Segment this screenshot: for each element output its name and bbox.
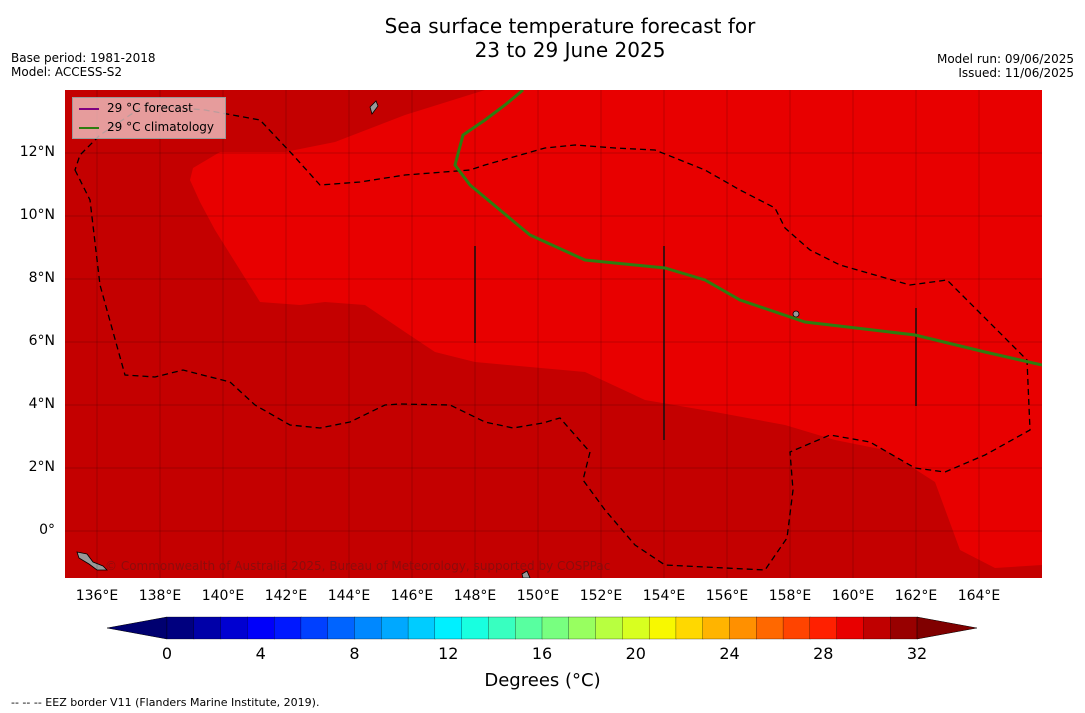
ticks-marks	[474, 246, 917, 440]
lon-label: 146°E	[390, 588, 434, 604]
model-run: Model run: 09/06/2025	[936, 52, 1074, 66]
colorbar-swatch	[541, 616, 570, 640]
colorbar-tick-label: 32	[906, 644, 928, 663]
colorbar-tick-label: 24	[719, 644, 740, 663]
colorbar-swatch	[434, 616, 463, 640]
lon-label: 144°E	[327, 588, 371, 604]
colorbar-swatch	[247, 616, 275, 640]
legend-climatology: 29 °C climatology	[79, 120, 214, 134]
colorbar-tick-label: 16	[531, 644, 553, 663]
lat-label: 0°	[39, 522, 55, 538]
colorbar-swatch	[461, 616, 490, 640]
colorbar-swatch	[809, 616, 838, 640]
copyright-text: © Commonwealth of Australia 2025, Bureau…	[105, 559, 611, 573]
lon-label: 150°E	[516, 588, 560, 604]
colorbar	[107, 616, 978, 640]
lon-label: 154°E	[642, 588, 686, 604]
colorbar-swatch	[407, 616, 436, 640]
colorbar-swatch	[273, 616, 302, 640]
colorbar-tick-label: 4	[255, 644, 266, 663]
lon-label: 158°E	[768, 588, 812, 604]
lat-label: 4°N	[28, 396, 55, 412]
land-island-south	[521, 570, 531, 578]
lon-label: 164°E	[957, 588, 1001, 604]
legend-climatology-label: 29 °C climatology	[107, 120, 215, 134]
land-island-sw	[76, 551, 108, 571]
climatology-29c-line	[453, 90, 1042, 367]
colorbar-swatch	[595, 616, 624, 640]
forecast-swatch	[79, 107, 99, 110]
base-period: Base period: 1981-2018	[11, 51, 156, 65]
colorbar-swatch	[675, 616, 704, 640]
colorbar-swatch	[327, 616, 356, 640]
colorbar-swatch	[756, 616, 784, 640]
eez-border	[74, 104, 1031, 571]
lon-label: 138°E	[138, 588, 182, 604]
colorbar-swatch	[515, 616, 543, 640]
land-island-east	[792, 310, 800, 318]
legend-forecast-label: 29 °C forecast	[107, 101, 193, 115]
colorbar-swatch	[648, 616, 677, 640]
colorbar-swatch	[300, 616, 329, 640]
map-canvas	[65, 90, 1042, 578]
colorbar-swatch	[890, 616, 918, 640]
graticule	[65, 90, 1042, 578]
lat-label: 12°N	[19, 144, 55, 160]
colorbar-tick-label: 0	[161, 644, 173, 663]
lon-label: 152°E	[579, 588, 623, 604]
colorbar-swatch	[193, 616, 222, 640]
warm-region	[190, 90, 1042, 568]
colorbar-swatch	[166, 616, 195, 640]
sst-map[interactable]	[65, 90, 1042, 578]
model-info: Base period: 1981-2018 Model: ACCESS-S2	[11, 51, 156, 79]
colorbar-swatch	[488, 616, 516, 640]
colorbar-tick-label: 8	[349, 644, 360, 663]
colorbar-swatch	[622, 616, 650, 640]
lon-label: 140°E	[201, 588, 245, 604]
colorbar-under-arrow	[107, 616, 168, 640]
colorbar-tick-label: 12	[438, 644, 459, 663]
lat-label: 6°N	[28, 333, 55, 349]
map-title: Sea surface temperature forecast for 23 …	[0, 14, 1085, 62]
colorbar-tick-label: 20	[625, 644, 646, 663]
colorbar-swatch	[568, 616, 597, 640]
colorbar-swatch	[220, 616, 249, 640]
run-info: Model run: 09/06/2025 Issued: 11/06/2025	[937, 52, 1074, 80]
colorbar-swatch	[354, 616, 382, 640]
lat-label: 8°N	[28, 270, 55, 286]
lon-label: 148°E	[453, 588, 497, 604]
colorbar-over-arrow	[916, 616, 978, 640]
lat-label: 10°N	[19, 207, 55, 223]
lon-label: 142°E	[264, 588, 308, 604]
lon-label: 156°E	[705, 588, 749, 604]
lon-label: 162°E	[894, 588, 938, 604]
colorbar-swatch	[782, 616, 811, 640]
eez-footnote: -- -- -- EEZ border V11 (Flanders Marine…	[11, 696, 320, 709]
lat-label: 2°N	[28, 459, 55, 475]
lon-label: 136°E	[75, 588, 119, 604]
issued-date: Issued: 11/06/2025	[958, 66, 1074, 80]
climatology-swatch	[79, 126, 99, 129]
title-line-1: Sea surface temperature forecast for	[384, 14, 756, 38]
colorbar-swatch	[836, 616, 865, 640]
model-name: Model: ACCESS-S2	[11, 65, 123, 79]
colorbar-swatch	[702, 616, 731, 640]
legend-forecast: 29 °C forecast	[79, 101, 193, 115]
map-legend: 29 °C forecast 29 °C climatology	[72, 97, 226, 139]
colorbar-title: Degrees (°C)	[484, 670, 601, 691]
colorbar-swatch	[863, 616, 891, 640]
lon-label: 160°E	[831, 588, 875, 604]
colorbar-swatch	[729, 616, 757, 640]
title-line-2: 23 to 29 June 2025	[474, 38, 666, 62]
colorbar-tick-label: 28	[813, 644, 834, 663]
colorbar-swatch	[381, 616, 409, 640]
land-island-north	[369, 100, 379, 115]
